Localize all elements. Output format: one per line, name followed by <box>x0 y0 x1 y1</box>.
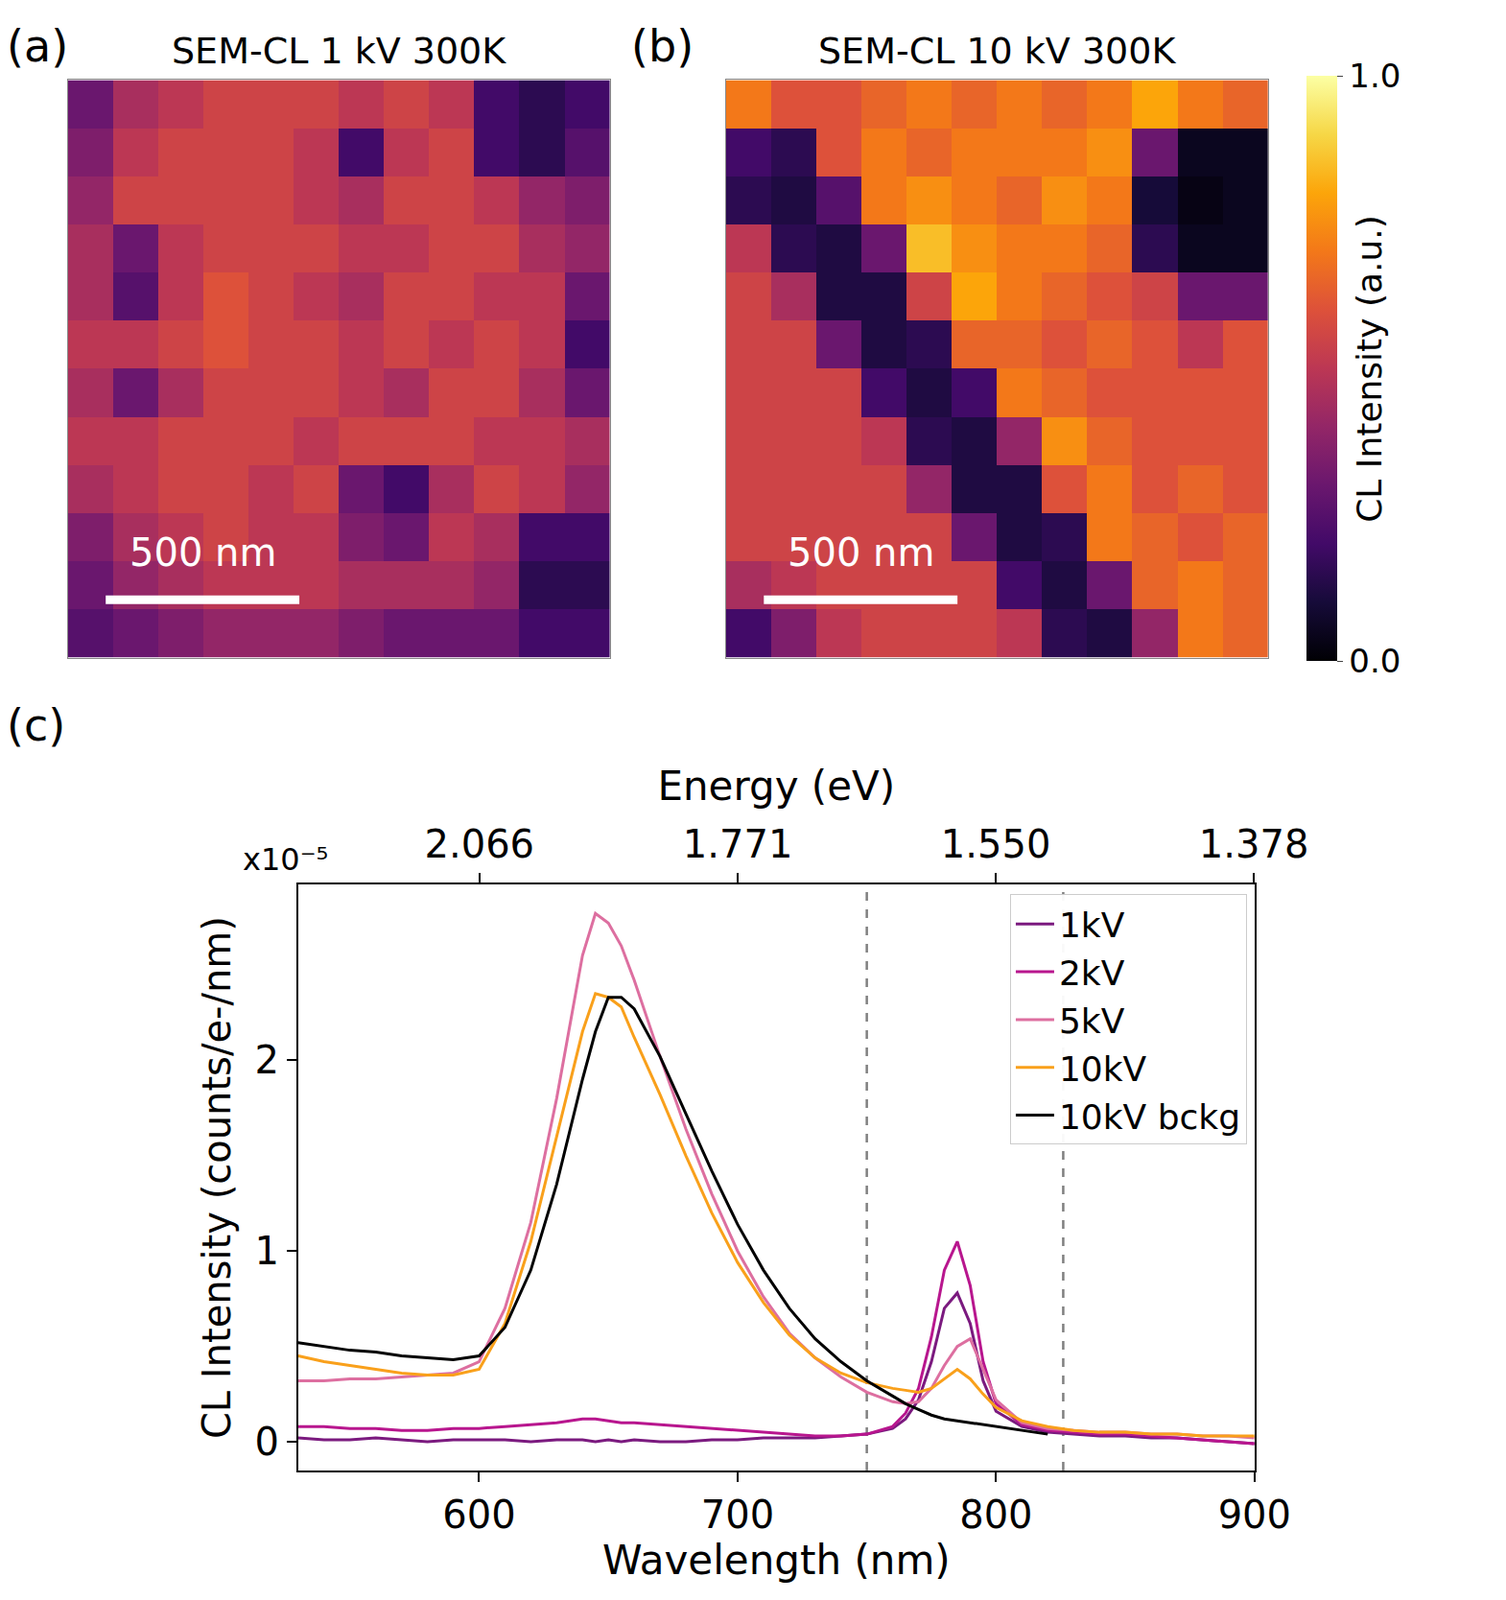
svg-text:0: 0 <box>254 1419 279 1464</box>
svg-text:(c): (c) <box>6 699 66 752</box>
svg-text:1.0: 1.0 <box>1348 56 1401 95</box>
svg-text:1.771: 1.771 <box>682 822 794 867</box>
svg-text:1.550: 1.550 <box>941 822 1052 867</box>
svg-text:5kV: 5kV <box>1058 1001 1126 1041</box>
svg-text:500 nm: 500 nm <box>129 530 277 575</box>
svg-text:(b): (b) <box>631 20 694 72</box>
svg-text:500 nm: 500 nm <box>787 530 935 575</box>
svg-text:Wavelength (nm): Wavelength (nm) <box>602 1536 951 1584</box>
svg-text:2kV: 2kV <box>1058 953 1126 993</box>
svg-text:CL Intensity (a.u.): CL Intensity (a.u.) <box>1349 214 1389 523</box>
svg-text:SEM-CL 10 kV 300K: SEM-CL 10 kV 300K <box>818 29 1177 72</box>
svg-text:700: 700 <box>701 1492 775 1537</box>
svg-text:2.066: 2.066 <box>424 822 536 867</box>
svg-text:Energy (eV): Energy (eV) <box>657 762 895 810</box>
svg-text:0.0: 0.0 <box>1348 641 1401 681</box>
svg-text:SEM-CL 1 kV 300K: SEM-CL 1 kV 300K <box>171 29 507 72</box>
svg-text:(a): (a) <box>6 20 69 72</box>
svg-text:10kV: 10kV <box>1058 1049 1148 1089</box>
svg-text:1kV: 1kV <box>1058 905 1126 945</box>
svg-text:1: 1 <box>254 1228 279 1273</box>
svg-text:CL Intensity (counts/e-/nm): CL Intensity (counts/e-/nm) <box>194 916 239 1439</box>
svg-text:900: 900 <box>1218 1492 1292 1537</box>
svg-text:800: 800 <box>959 1492 1033 1537</box>
svg-text:10kV bckg: 10kV bckg <box>1058 1097 1241 1137</box>
svg-text:1.378: 1.378 <box>1199 822 1310 867</box>
svg-text:2: 2 <box>254 1037 279 1083</box>
svg-text:600: 600 <box>442 1492 516 1537</box>
svg-text:x10⁻⁵: x10⁻⁵ <box>242 841 329 878</box>
